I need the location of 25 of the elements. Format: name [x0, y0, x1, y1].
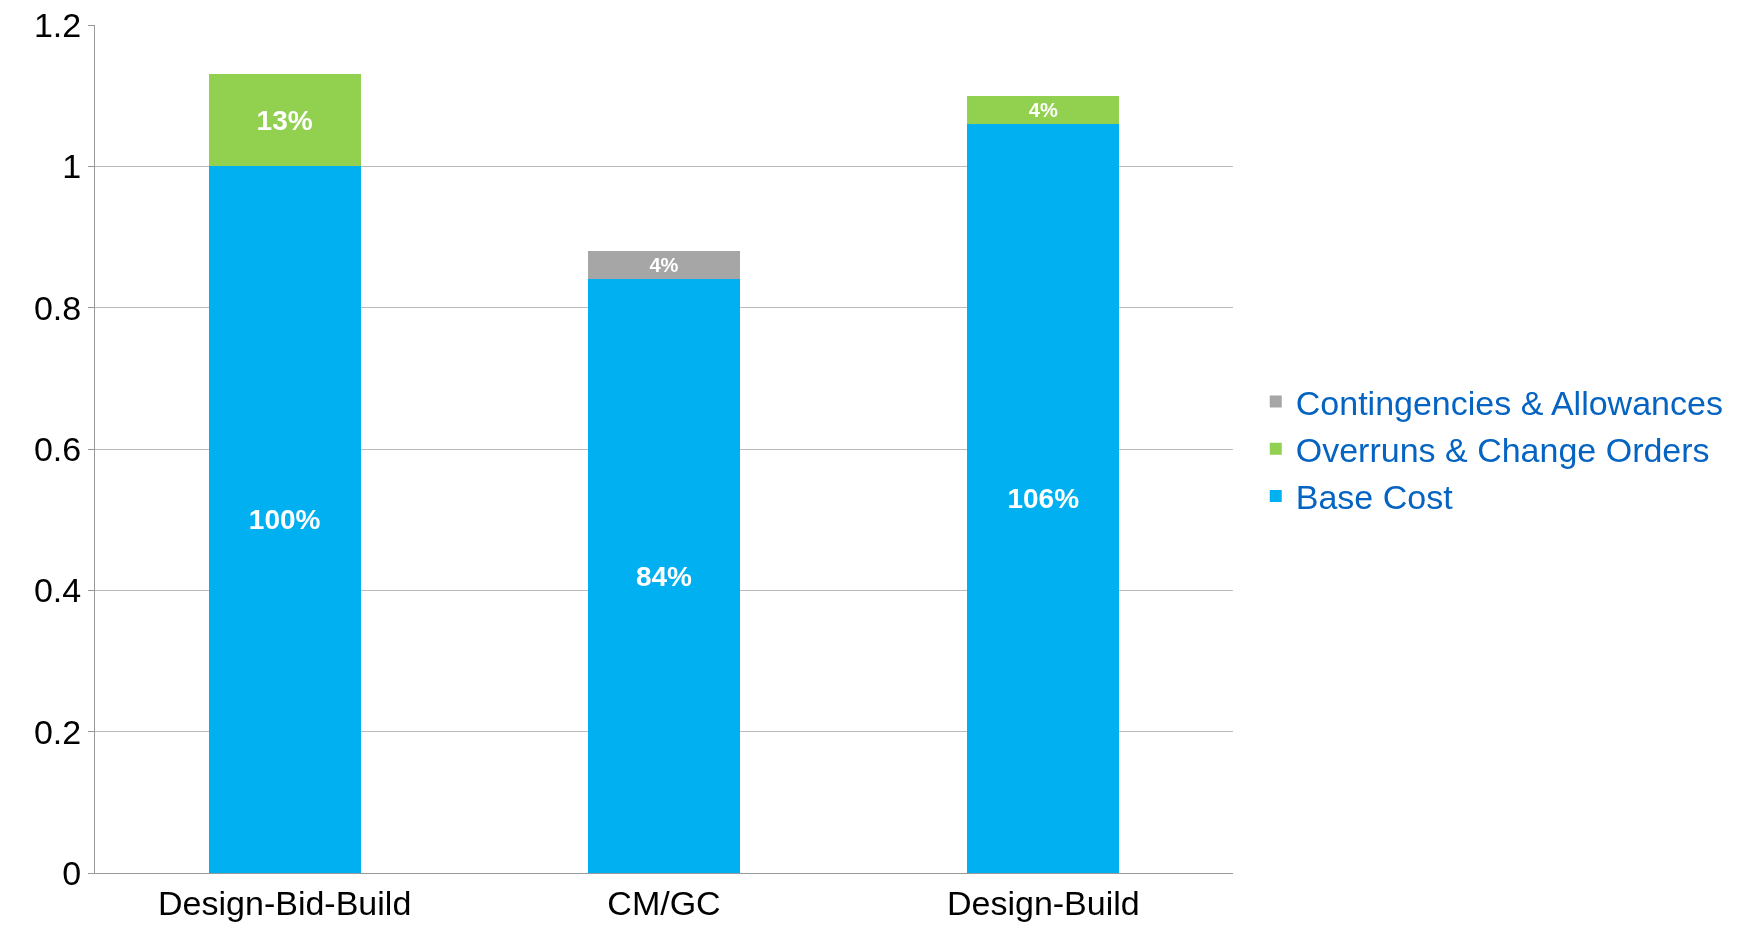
x-tick-label: CM/GC: [607, 883, 721, 922]
legend-label: Contingencies & Allowances: [1295, 383, 1723, 422]
y-tick-label: 0: [62, 853, 82, 892]
data-label: 100%: [248, 504, 321, 536]
y-tick-label: 0.2: [33, 712, 82, 751]
data-label: 4%: [1028, 98, 1058, 121]
y-tick-label: 0.8: [33, 288, 82, 327]
y-tick-label: 1.2: [33, 5, 82, 44]
x-tick-label: Design-Bid-Build: [158, 883, 412, 922]
bar: [967, 123, 1120, 873]
data-label: 106%: [1007, 482, 1080, 514]
bar: [208, 74, 361, 167]
legend-label: Overruns & Change Orders: [1295, 431, 1710, 470]
legend-label: Base Cost: [1295, 478, 1454, 517]
y-tick-label: 0.6: [33, 429, 82, 468]
data-label: 4%: [649, 254, 679, 277]
data-label: 13%: [256, 104, 313, 136]
bar: [588, 251, 740, 280]
bar: [588, 279, 740, 873]
bar: [208, 166, 361, 873]
bar: [967, 95, 1120, 124]
y-tick-label: 1: [62, 147, 82, 186]
y-tick-label: 0.4: [33, 571, 82, 610]
x-tick-label: Design-Build: [946, 883, 1140, 922]
data-label: 84%: [635, 560, 693, 592]
